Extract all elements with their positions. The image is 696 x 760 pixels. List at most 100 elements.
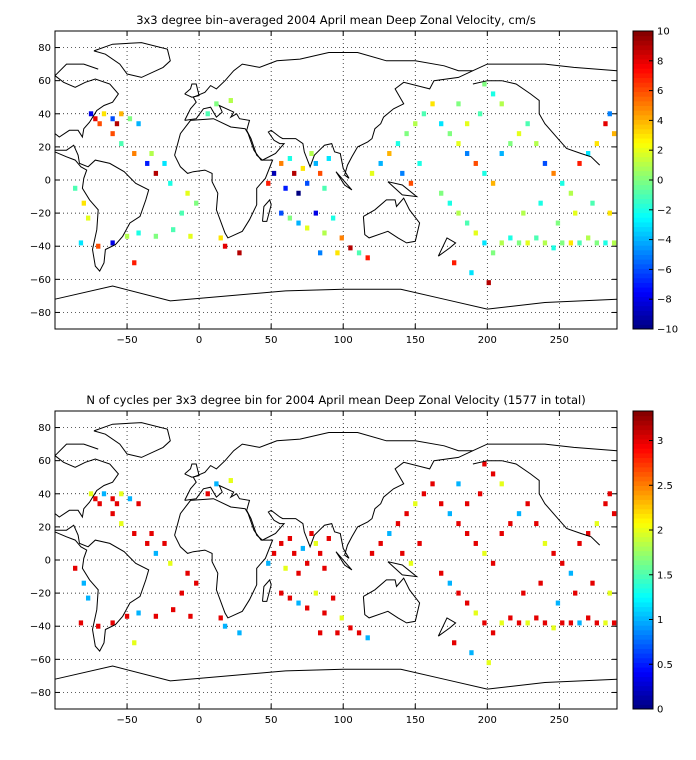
colorbar-segment [633, 485, 653, 491]
colorbar-segment [633, 695, 653, 701]
top-x-tick-label: 150 [406, 335, 425, 346]
colorbar-segment [633, 315, 653, 321]
bottom-data-cell [322, 610, 327, 616]
top-data-cell [88, 111, 94, 117]
bottom-data-cell [365, 635, 370, 641]
top-data-cell [287, 155, 293, 161]
top-data-cell [464, 220, 470, 226]
top-data-cell [516, 240, 522, 246]
bottom-data-cell [339, 615, 344, 621]
bottom-data-cell [417, 540, 422, 546]
colorbar-segment [633, 324, 653, 330]
colorbar-segment [633, 657, 653, 663]
bottom-data-cell [296, 570, 301, 576]
bottom-data-cell [378, 540, 383, 546]
coastline [93, 422, 171, 458]
bottom-y-tick-label: 80 [38, 423, 51, 434]
colorbar-tick-label: 0 [657, 176, 663, 187]
bottom-data-cell [447, 580, 453, 586]
colorbar-segment [633, 667, 653, 673]
coastline [184, 83, 200, 98]
top-data-cell [542, 240, 548, 246]
bottom-data-cell [271, 550, 277, 556]
colorbar-segment [633, 175, 653, 181]
bottom-data-cell [110, 496, 115, 502]
top-data-cell [81, 200, 86, 206]
top-data-cell [611, 240, 617, 246]
coastline [472, 80, 601, 166]
top-y-tick-label: 0 [45, 176, 51, 187]
top-data-cell [305, 225, 310, 231]
top-data-cell [114, 121, 120, 127]
colorbar-segment [633, 277, 653, 283]
top-data-cell [573, 210, 578, 216]
coastline [362, 197, 421, 244]
top-data-cell [279, 160, 284, 166]
bottom-data-cell [296, 600, 301, 606]
colorbar-segment [633, 193, 653, 200]
colorbar-segment [633, 476, 653, 482]
bottom-data-cell [456, 481, 461, 487]
bottom-data-cell [287, 535, 293, 541]
bottom-y-tick-label: −60 [30, 655, 51, 666]
top-data-cell [322, 185, 327, 191]
colorbar-segment [633, 189, 653, 195]
bottom-data-cell [482, 550, 487, 556]
bottom-data-cell [542, 540, 548, 546]
colorbar-segment [633, 527, 653, 533]
colorbar-segment [633, 124, 653, 130]
top-x-tick-label: 250 [550, 335, 569, 346]
bottom-data-cell [395, 521, 401, 527]
colorbar-segment [633, 245, 653, 251]
top-data-cell [305, 180, 310, 186]
bottom-chart-title: N of cycles per 3x3 degree bin for 2004 … [86, 393, 585, 407]
colorbar-tick-label: 3 [657, 436, 663, 447]
bottom-data-cell [335, 630, 340, 636]
colorbar-segment [633, 58, 653, 65]
top-data-cell [214, 101, 219, 107]
top-data-cell [486, 280, 491, 286]
coastline [93, 42, 171, 78]
colorbar-segment [633, 518, 653, 524]
bottom-data-cell [292, 550, 297, 556]
top-data-cell [447, 131, 453, 137]
colorbar-segment [633, 138, 653, 144]
colorbar-segment [633, 504, 653, 510]
top-data-cell [110, 131, 115, 137]
colorbar-segment [633, 536, 653, 542]
top-data-cell [127, 116, 133, 122]
top-coastlines [54, 42, 618, 310]
top-data-cell [194, 200, 199, 206]
top-data-cell [516, 131, 522, 137]
top-x-tick-label: 100 [334, 335, 353, 346]
bottom-x-tick-label: 100 [334, 715, 353, 726]
colorbar-frame [632, 410, 654, 710]
colorbar-segment [633, 438, 653, 445]
top-data-cell [348, 245, 353, 251]
top-data-cell [542, 160, 548, 166]
colorbar-segment [633, 44, 653, 51]
top-x-tick-label: 200 [478, 335, 497, 346]
bottom-x-tick-label: 150 [406, 715, 425, 726]
top-data-cell [124, 233, 130, 239]
top-data-cell [153, 170, 159, 176]
colorbar-segment [633, 601, 653, 608]
colorbar-segment [633, 546, 653, 552]
top-data-cell [560, 240, 565, 246]
bottom-data-cell [387, 531, 392, 536]
top-x-tick-label: 50 [265, 335, 278, 346]
colorbar-segment [633, 31, 653, 37]
colorbar-segment [633, 166, 653, 172]
colorbar-tick-label: 10 [657, 27, 670, 38]
colorbar-tick-label: −10 [657, 325, 678, 336]
bottom-data-cell [473, 540, 478, 546]
colorbar-segment [633, 648, 653, 654]
top-data-cell [356, 250, 362, 256]
colorbar-segment [633, 119, 653, 125]
bottom-data-cell [603, 501, 608, 507]
bottom-data-cell [214, 481, 219, 487]
bottom-data-cell [499, 531, 504, 536]
bottom-data-cell [607, 590, 612, 596]
bottom-data-cell [456, 590, 461, 596]
colorbar-segment [633, 40, 653, 46]
